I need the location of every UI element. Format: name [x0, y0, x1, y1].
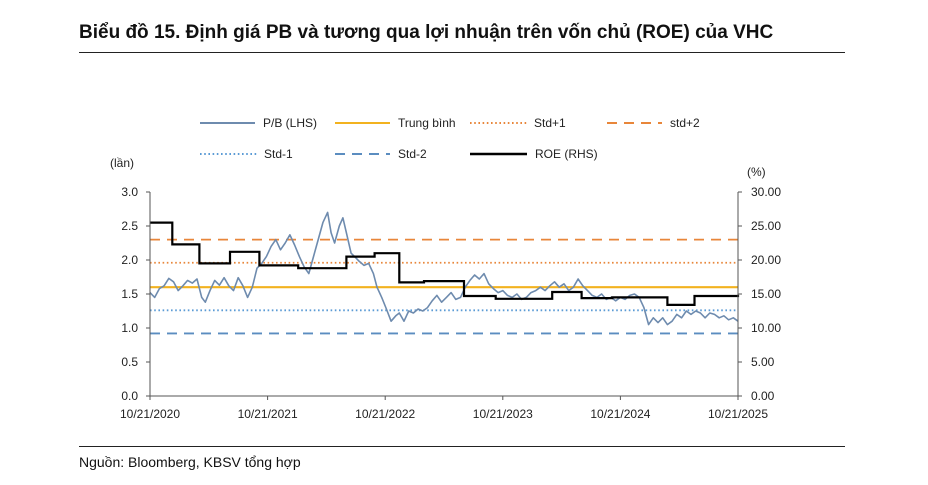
- left-axis-unit: (lần): [110, 156, 134, 170]
- axes: 0.0 0.5 1.0 1.5 2.0 2.5 3.0 0.00 5.00 10.00 15.00 2…: [120, 185, 781, 421]
- left-tick-label-1: 0.5: [121, 355, 138, 369]
- legend-label-1: Trung bình: [398, 116, 456, 130]
- left-tick-label-3: 1.5: [121, 287, 138, 301]
- reference-lines: [150, 238, 738, 335]
- page-title: Biểu đồ 15. Định giá PB và tương qua lợi…: [79, 22, 774, 43]
- legend-label-4: Std-1: [264, 147, 293, 161]
- left-tick-label-6: 3.0: [121, 185, 138, 199]
- right-tick-label-0: 0.00: [751, 389, 775, 403]
- right-tick-label-5: 25.00: [751, 219, 781, 233]
- left-tick-label-2: 1.0: [121, 321, 138, 335]
- right-tick-label-2: 10.00: [751, 321, 781, 335]
- title-rule: [79, 52, 845, 53]
- legend-label-2: Std+1: [534, 116, 566, 130]
- source-note: Nguồn: Bloomberg, KBSV tổng hợp: [79, 454, 301, 470]
- right-tick-label-1: 5.00: [751, 355, 775, 369]
- pb-line: [149, 211, 739, 326]
- x-tick-label-1: 10/21/2021: [238, 407, 298, 421]
- legend: P/B (LHS) Trung bình Std+1 std+2 Std-1 Std-2 R…: [200, 116, 700, 161]
- x-tick-label-5: 10/21/2025: [708, 407, 768, 421]
- legend-label-6: ROE (RHS): [535, 147, 598, 161]
- right-tick-label-4: 20.00: [751, 253, 781, 267]
- x-tick-label-4: 10/21/2024: [590, 407, 650, 421]
- x-tick-label-3: 10/21/2023: [473, 407, 533, 421]
- x-tick-label-0: 10/21/2020: [120, 407, 180, 421]
- left-tick-label-5: 2.5: [121, 219, 138, 233]
- legend-label-0: P/B (LHS): [263, 116, 317, 130]
- right-tick-label-3: 15.00: [751, 287, 781, 301]
- roe-line: [150, 221, 740, 306]
- x-tick-label-2: 10/21/2022: [355, 407, 415, 421]
- series-layer: [149, 211, 740, 326]
- right-axis-unit: (%): [747, 165, 766, 179]
- left-tick-label-0: 0.0: [121, 389, 138, 403]
- right-tick-label-6: 30.00: [751, 185, 781, 199]
- legend-label-5: Std-2: [398, 147, 427, 161]
- legend-label-3: std+2: [670, 116, 700, 130]
- left-tick-label-4: 2.0: [121, 253, 138, 267]
- source-rule: [79, 446, 845, 447]
